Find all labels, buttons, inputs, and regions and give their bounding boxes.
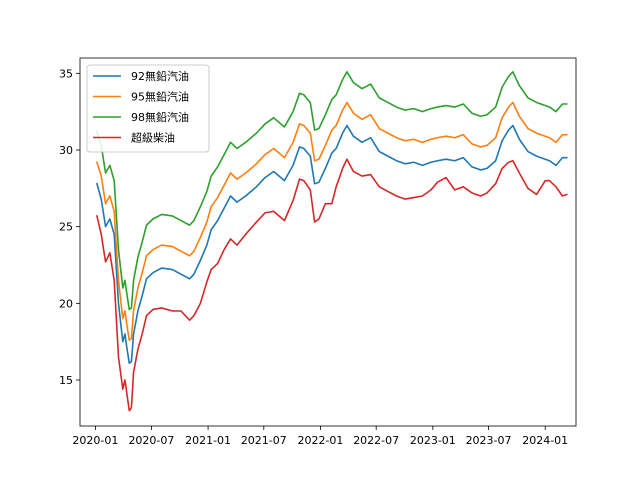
legend-label: 98無鉛汽油 xyxy=(131,110,189,124)
y-tick-label: 25 xyxy=(59,221,73,234)
x-tick-label: 2022-01 xyxy=(297,434,343,447)
y-tick-label: 30 xyxy=(59,144,73,157)
x-tick-label: 2023-07 xyxy=(466,434,512,447)
y-tick-label: 15 xyxy=(59,374,73,387)
series-line-2 xyxy=(95,101,568,341)
x-tick-label: 2024-01 xyxy=(522,434,568,447)
plot-frame xyxy=(79,57,577,427)
x-tick-label: 2020-01 xyxy=(72,434,118,447)
series-line-3 xyxy=(95,71,568,311)
legend-label: 95無鉛汽油 xyxy=(131,90,189,104)
x-tick-label: 2020-07 xyxy=(128,434,174,447)
x-axis: 2020-01 2020-07 2021-01 2021-07 2022-01 2022-… xyxy=(72,426,568,447)
legend-label: 92無鉛汽油 xyxy=(131,69,189,83)
legend-box xyxy=(86,64,210,153)
series-layer xyxy=(95,71,568,412)
y-tick-label: 35 xyxy=(59,67,73,80)
x-tick-label: 2021-07 xyxy=(241,434,287,447)
series-line-4 xyxy=(95,158,568,412)
series-line-1 xyxy=(95,124,568,364)
legend-label: 超級柴油 xyxy=(131,131,175,145)
x-tick-label: 2023-01 xyxy=(410,434,456,447)
y-axis: 15 20 25 30 35 xyxy=(59,67,80,387)
x-tick-label: 2021-01 xyxy=(185,434,231,447)
y-tick-label: 20 xyxy=(59,297,73,310)
x-tick-label: 2022-07 xyxy=(353,434,399,447)
